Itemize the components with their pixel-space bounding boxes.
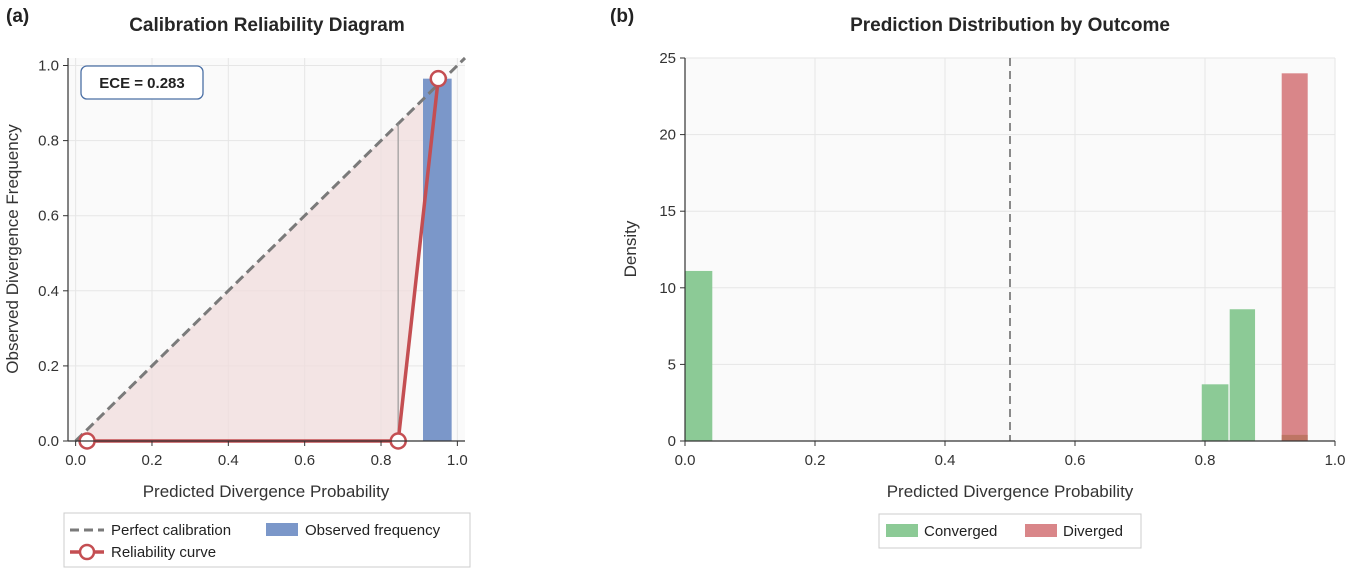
converged-histogram-bar <box>685 270 713 441</box>
panel-b-legend: Converged Diverged <box>878 513 1142 549</box>
legend-reliability-curve-marker <box>78 543 96 561</box>
panel-a-x-tick-label: 1.0 <box>447 452 468 469</box>
panel-a-observed-bars <box>423 78 452 441</box>
panel-b-y-ticks: 0 5 10 15 20 25 <box>659 50 685 450</box>
legend-diverged-swatch <box>1025 524 1057 537</box>
panel-a-y-tick-label: 0.6 <box>38 208 59 225</box>
panel-a-y-tick-label: 0.2 <box>38 358 59 375</box>
converged-histogram-bar <box>1201 384 1229 441</box>
panel-b-y-tick-label: 25 <box>659 50 676 67</box>
panel-b-title: Prediction Distribution by Outcome <box>850 15 1170 36</box>
panel-a-x-tick-label: 0.8 <box>371 452 392 469</box>
panel-a-y-ticks: 0.0 0.2 0.4 0.6 0.8 1.0 <box>38 58 68 450</box>
panel-b-y-tick-label: 20 <box>659 127 676 144</box>
panel-b-x-tick-label: 0.8 <box>1195 452 1216 469</box>
panel-b-x-axis-label: Predicted Divergence Probability <box>887 482 1134 501</box>
reliability-curve-points <box>78 69 448 450</box>
panel-b-x-tick-label: 0.6 <box>1065 452 1086 469</box>
converged-histogram-bar <box>1281 434 1308 441</box>
legend-diverged-label: Diverged <box>1063 523 1123 540</box>
panel-b-x-ticks: 0.0 0.2 0.4 0.6 0.8 1.0 <box>675 441 1346 469</box>
ece-annotation-box: ECE = 0.283 <box>80 65 204 100</box>
legend-reliability-curve-label: Reliability curve <box>111 544 216 561</box>
panel-a-x-tick-label: 0.2 <box>142 452 163 469</box>
panel-b-y-tick-label: 15 <box>659 203 676 220</box>
legend-converged-swatch <box>886 524 918 537</box>
panel-a-y-axis-label: Observed Divergence Frequency <box>3 124 22 374</box>
perfect-calibration-line <box>74 56 467 443</box>
panel-b-y-tick-label: 0 <box>668 433 676 450</box>
panel-b-y-axis-label: Density <box>621 220 640 277</box>
panel-a-x-ticks: 0.0 0.2 0.4 0.6 0.8 1.0 <box>65 441 468 469</box>
panel-a-x-tick-label: 0.6 <box>294 452 315 469</box>
panel-a-y-tick-label: 0.0 <box>38 433 59 450</box>
diverged-histogram-bar <box>1281 73 1308 441</box>
panel-a-x-tick-label: 0.4 <box>218 452 239 469</box>
legend-observed-frequency-swatch <box>266 523 298 536</box>
converged-histogram-bar <box>1229 309 1256 441</box>
panel-b-y-tick-label: 10 <box>659 280 676 297</box>
legend-perfect-calibration-label: Perfect calibration <box>111 522 231 539</box>
panel-a-letter: (a) <box>6 6 29 27</box>
panel-b-x-tick-label: 0.0 <box>675 452 696 469</box>
panel-a-legend: Perfect calibration Reliability curve Ob… <box>63 512 471 568</box>
panel-b-y-tick-label: 5 <box>668 356 676 373</box>
panel-a-title: Calibration Reliability Diagram <box>129 15 405 36</box>
panel-b-x-tick-label: 0.4 <box>935 452 956 469</box>
legend-converged-label: Converged <box>924 523 997 540</box>
ece-annotation: ECE = 0.283 <box>99 75 184 92</box>
panel-a-y-tick-label: 1.0 <box>38 58 59 75</box>
panel-b: (b) Prediction Distribution by Outcome 0… <box>610 6 1346 549</box>
legend-observed-frequency-label: Observed frequency <box>305 522 441 539</box>
panel-b-histogram-bars <box>685 73 1308 441</box>
panel-b-x-tick-label: 1.0 <box>1325 452 1346 469</box>
panel-a-x-tick-label: 0.0 <box>65 452 86 469</box>
panel-b-letter: (b) <box>610 6 634 27</box>
panel-a: (a) Calibration Reliability Diagram 0.0 0… <box>3 6 471 568</box>
panel-a-x-axis-label: Predicted Divergence Probability <box>143 482 390 501</box>
panel-a-y-tick-label: 0.4 <box>38 283 59 300</box>
panel-b-x-tick-label: 0.2 <box>805 452 826 469</box>
reliability-curve-point <box>429 69 448 88</box>
panel-a-y-tick-label: 0.8 <box>38 133 59 150</box>
observed-frequency-bar <box>423 78 452 441</box>
panel-a-calibration-gap-area <box>87 78 439 441</box>
